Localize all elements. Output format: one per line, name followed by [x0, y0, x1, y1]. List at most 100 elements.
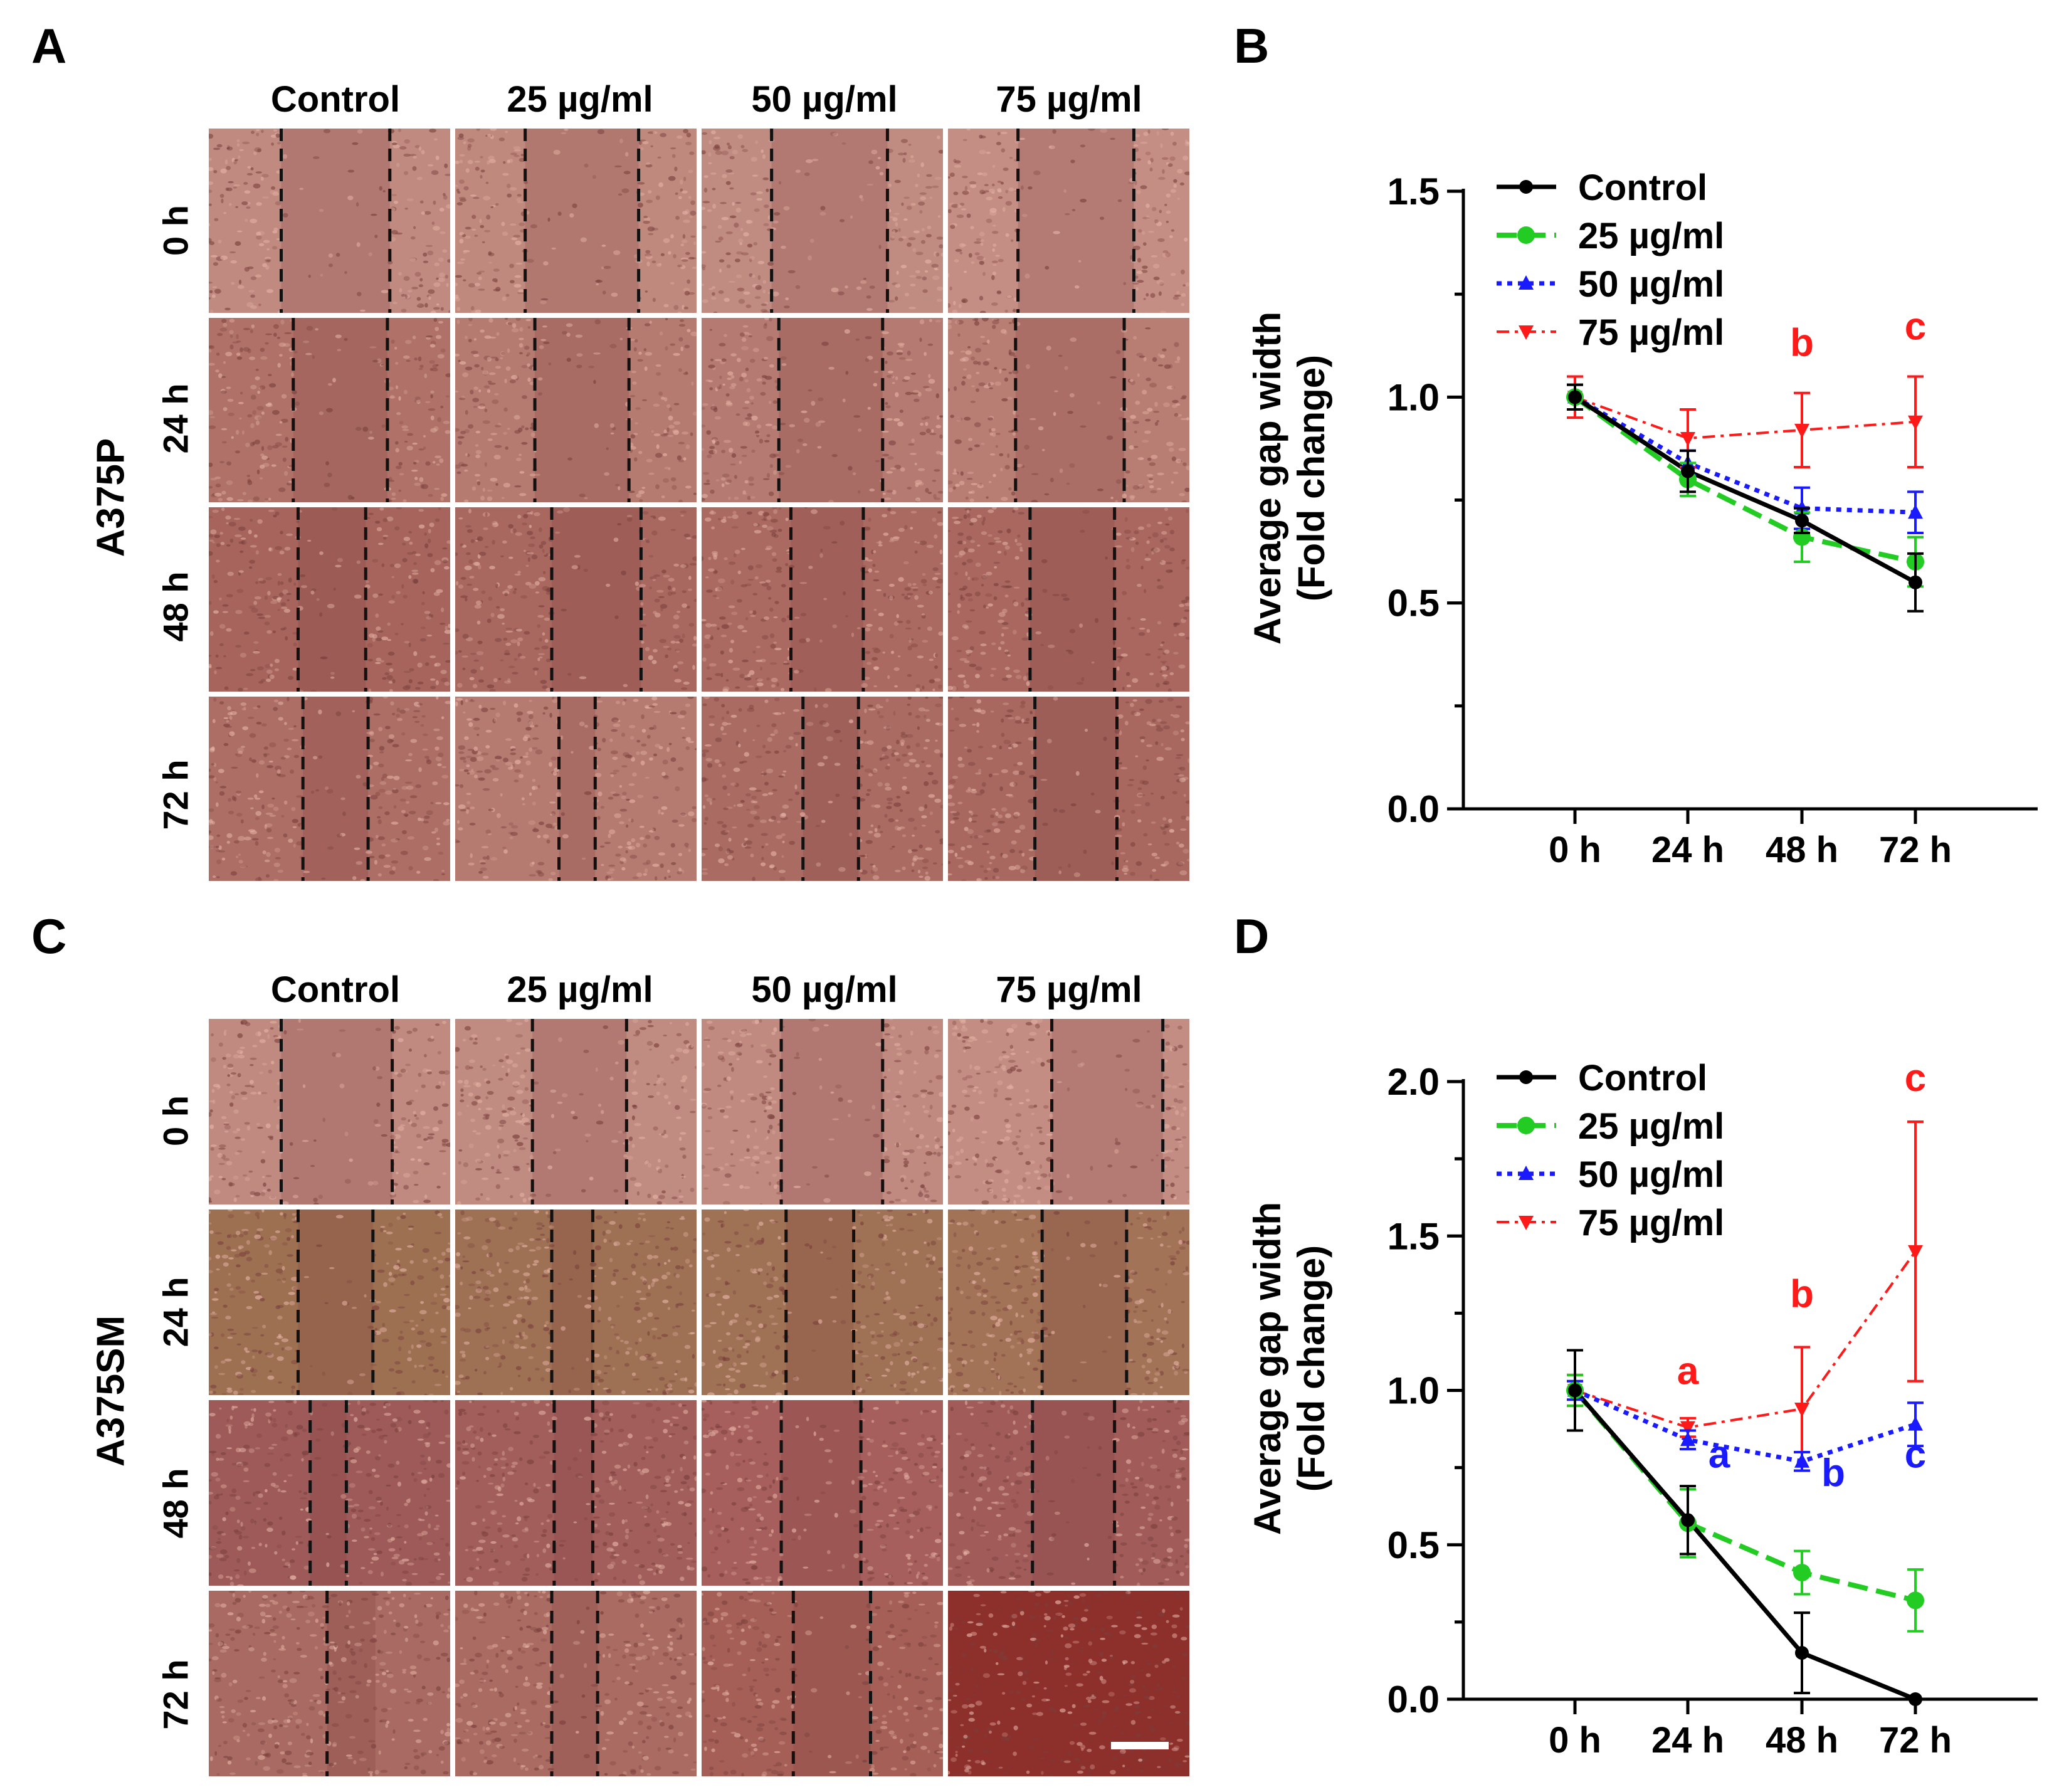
column-label-75: 75 µg/ml — [996, 79, 1142, 120]
data-point — [1793, 1564, 1811, 1582]
row-label-24h: 24 h — [155, 383, 196, 454]
x-tick-label: 48 h — [1766, 1720, 1838, 1761]
row-label-0h: 0 h — [155, 205, 196, 256]
micrograph-cell — [702, 697, 943, 881]
data-point — [1908, 415, 1923, 430]
micrograph-cell — [948, 1210, 1189, 1395]
series-line — [1574, 395, 1916, 515]
series-line — [1574, 396, 1916, 440]
x-tick-label: 24 h — [1651, 1720, 1724, 1761]
micrograph-cell — [702, 507, 943, 692]
micrograph-cell — [209, 1400, 450, 1586]
legend-label: 50 µg/ml — [1578, 264, 1724, 305]
micrograph-cell — [209, 1210, 450, 1395]
legend-label: Control — [1578, 167, 1707, 208]
micrograph-cell — [455, 1591, 697, 1776]
panel-letter-c: C — [31, 909, 67, 964]
micrograph-cell — [948, 129, 1189, 313]
row-label-0h: 0 h — [155, 1095, 196, 1146]
column-label-25: 25 µg/ml — [507, 79, 653, 120]
micrograph-cell — [702, 1400, 943, 1586]
micrograph-image — [209, 1591, 450, 1776]
micrograph-cell — [209, 697, 450, 881]
y-axis-label: Average gap width — [1249, 1202, 1288, 1535]
micrograph-image — [702, 1019, 943, 1204]
y-tick-label: 2.0 — [1387, 1061, 1440, 1103]
series-line — [1572, 1388, 1916, 1603]
data-point — [1568, 1383, 1582, 1398]
y-tick-label: 0.0 — [1387, 788, 1440, 830]
legend-marker — [1519, 1166, 1534, 1180]
x-tick-label: 72 h — [1879, 830, 1952, 870]
data-point — [1680, 432, 1695, 446]
micrograph-image — [702, 1400, 943, 1586]
micrograph-cell — [455, 1400, 697, 1586]
micrograph-image — [702, 1591, 943, 1776]
micrograph-image — [948, 129, 1189, 313]
micrograph-image — [702, 697, 943, 881]
y-tick-label: 1.5 — [1387, 1215, 1440, 1257]
micrograph-image — [948, 507, 1189, 692]
y-axis-label: Average gap width — [1249, 312, 1288, 645]
micrograph-image — [948, 697, 1189, 881]
data-point — [1680, 1431, 1695, 1447]
micrograph-cell — [455, 1210, 697, 1395]
micrograph-grid-a375sm — [209, 1019, 1190, 1778]
y-axis-label: (Fold change) — [1290, 1245, 1332, 1492]
y-axis-label: (Fold change) — [1290, 355, 1332, 601]
micrograph-image — [455, 129, 697, 313]
data-point — [1568, 390, 1582, 404]
legend-item: Control — [1497, 1058, 1707, 1099]
legend-label: Control — [1578, 1058, 1707, 1099]
line-chart-d: Average gap width (Fold change) 0.0 0.5 1.0 1… — [1249, 1057, 2038, 1761]
legend-label: 25 µg/ml — [1578, 1106, 1724, 1147]
micrograph-cell — [948, 1400, 1189, 1586]
micrograph-cell — [209, 1019, 450, 1204]
significance-label: b — [1821, 1452, 1845, 1495]
x-tick-label: 24 h — [1651, 830, 1724, 870]
micrograph-image — [948, 318, 1189, 502]
data-point — [1681, 1513, 1695, 1527]
data-point — [1908, 1416, 1923, 1431]
micrograph-cell — [209, 507, 450, 692]
micrograph-cell — [948, 1591, 1189, 1776]
micrograph-image — [948, 1019, 1189, 1204]
micrograph-cell — [948, 507, 1189, 692]
row-label-72h: 72 h — [155, 759, 196, 830]
micrograph-image — [702, 507, 943, 692]
data-point — [1907, 1591, 1924, 1610]
micrograph-image — [209, 507, 450, 692]
legend-item: 50 µg/ml — [1497, 264, 1724, 305]
data-point — [1795, 1646, 1809, 1660]
micrograph-cell — [455, 318, 697, 502]
x-tick-label: 72 h — [1879, 1720, 1952, 1761]
micrograph-image — [455, 1400, 697, 1586]
micrograph-cell — [209, 318, 450, 502]
micrograph-image — [209, 1210, 450, 1395]
legend-marker — [1519, 275, 1534, 290]
row-label-48h: 48 h — [155, 571, 196, 642]
legend-item: 25 µg/ml — [1497, 216, 1724, 256]
micrograph-cell — [702, 1019, 943, 1204]
micrograph-image — [455, 507, 697, 692]
micrograph-cell — [455, 129, 697, 313]
data-point — [1795, 514, 1809, 528]
x-tick-label: 0 h — [1549, 1720, 1601, 1761]
row-label-24h: 24 h — [155, 1277, 196, 1347]
micrograph-image — [209, 1019, 450, 1204]
micrograph-grid-a375p — [209, 129, 1190, 881]
micrograph-image — [209, 129, 450, 313]
micrograph-image — [209, 1400, 450, 1586]
y-tick-label: 0.0 — [1387, 1679, 1440, 1721]
scale-bar — [1111, 1742, 1169, 1749]
legend-marker — [1519, 180, 1533, 194]
x-tick-label: 0 h — [1549, 830, 1601, 870]
significance-label: a — [1709, 1433, 1730, 1477]
legend-marker — [1519, 325, 1534, 340]
micrograph-cell — [702, 1591, 943, 1776]
panel-letter-d: D — [1234, 909, 1270, 964]
micrograph-cell — [948, 697, 1189, 881]
data-point — [1680, 1421, 1695, 1436]
cell-line-label-a375sm: A375SM — [89, 1315, 133, 1467]
micrograph-image — [455, 1210, 697, 1395]
